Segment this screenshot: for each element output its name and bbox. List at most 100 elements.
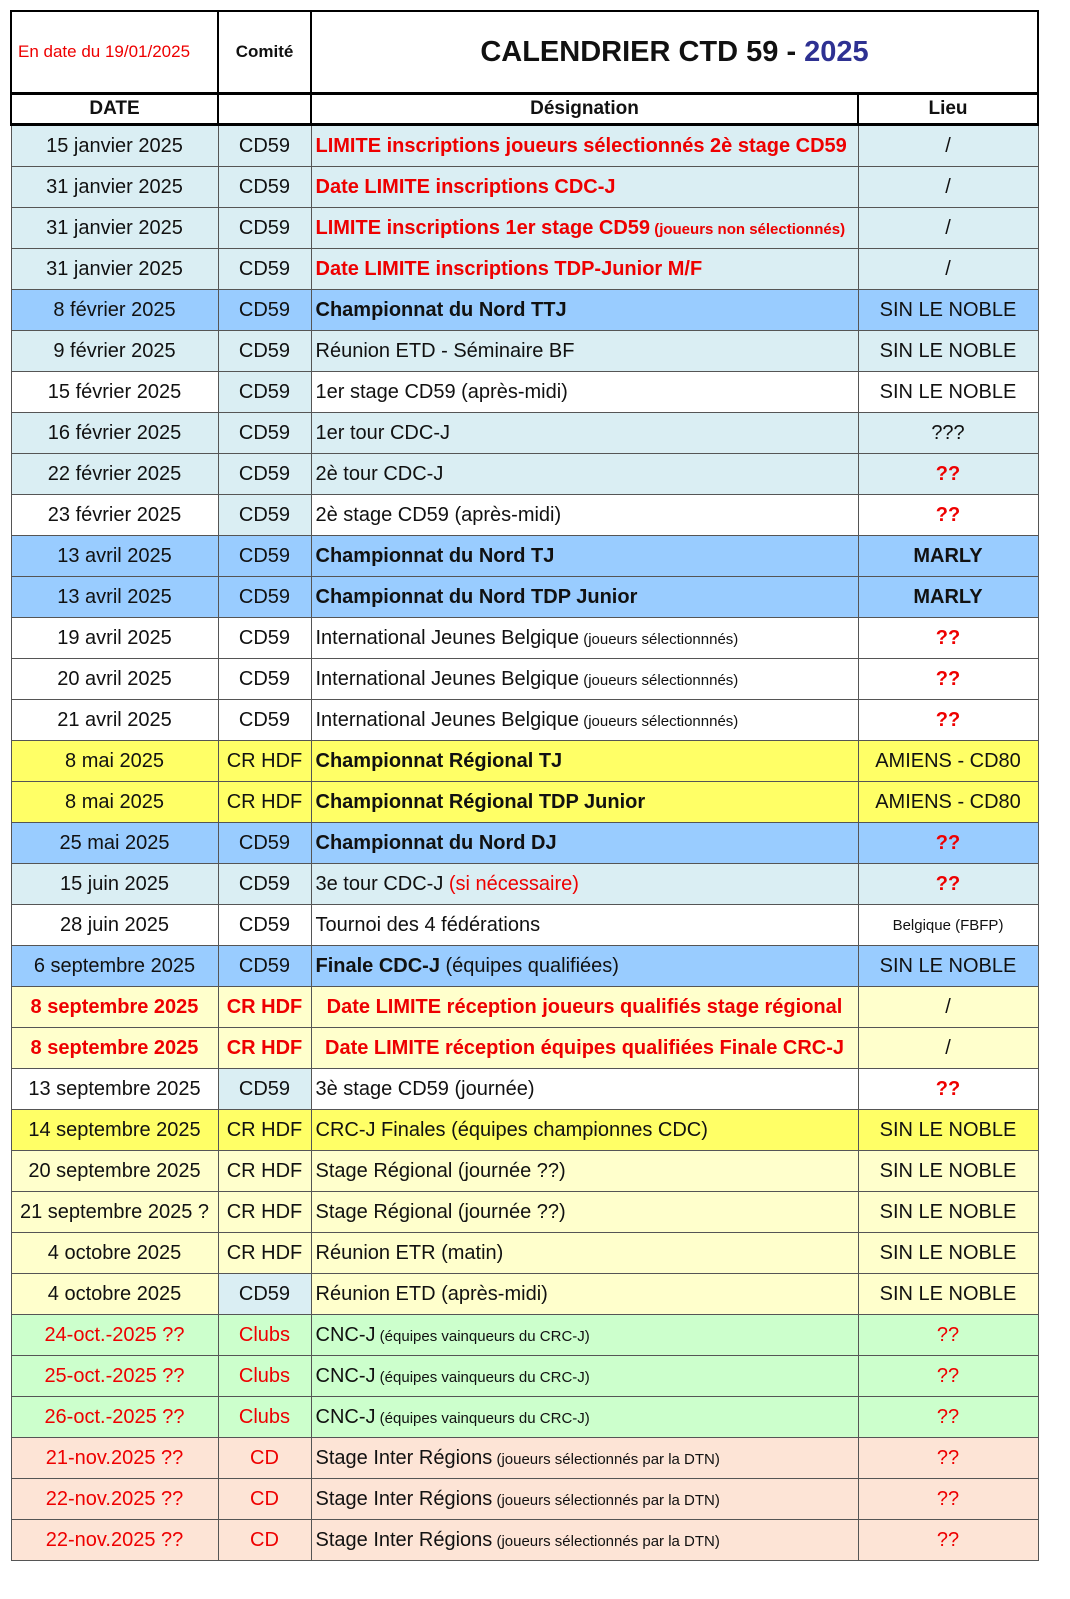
table-row: 21 septembre 2025 ? CR HDF Stage Régional … — [10, 1191, 1039, 1233]
lieu-cell: SIN LE NOBLE — [857, 1109, 1039, 1151]
designation-cell: Réunion ETD (après-midi) — [310, 1273, 859, 1315]
date-cell: 13 avril 2025 — [10, 535, 219, 577]
designation-cell: 3è stage CD59 (journée) — [310, 1068, 859, 1110]
comite-cell: CR HDF — [217, 1232, 312, 1274]
designation-text: LIMITE inscriptions joueurs sélectionnés… — [315, 134, 847, 157]
designation-cell: International Jeunes Belgique (joueurs s… — [310, 699, 859, 741]
comite-cell: Clubs — [217, 1396, 312, 1438]
designation-text: CRC-J Finales (équipes championnes CDC) — [315, 1118, 708, 1141]
lieu-cell: ?? — [857, 863, 1039, 905]
table-row: 8 mai 2025 CR HDF Championnat Régional TDP… — [10, 781, 1039, 823]
date-cell: 25-oct.-2025 ?? — [10, 1355, 219, 1397]
designation-cell: Réunion ETD - Séminaire BF — [310, 330, 859, 372]
comite-cell: CD59 — [217, 617, 312, 659]
designation-cell: Date LIMITE inscriptions CDC-J — [310, 166, 859, 208]
table-row: 15 février 2025 CD59 1er stage CD59 (après… — [10, 371, 1039, 413]
comite-cell: CR HDF — [217, 1109, 312, 1151]
comite-cell: CD — [217, 1519, 312, 1561]
date-cell: 13 avril 2025 — [10, 576, 219, 618]
table-row: 20 septembre 2025 CR HDF Stage Régional (j… — [10, 1150, 1039, 1192]
designation-text: International Jeunes Belgique — [315, 626, 580, 649]
date-cell: 6 septembre 2025 — [10, 945, 219, 987]
designation-text: CNC-J — [315, 1364, 376, 1387]
page-title: CALENDRIER CTD 59 - 2025 — [310, 10, 1039, 95]
date-cell: 4 octobre 2025 — [10, 1273, 219, 1315]
designation-text: Stage Régional (journée ??) — [315, 1200, 566, 1223]
designation-note: (joueurs sélectionnnés) — [579, 712, 739, 730]
date-cell: 22-nov.2025 ?? — [10, 1519, 219, 1561]
designation-text: Championnat du Nord DJ — [315, 831, 557, 854]
table-row: 20 avril 2025 CD59 International Jeunes Be… — [10, 658, 1039, 700]
designation-text: Championnat Régional TDP Junior — [315, 790, 646, 813]
lieu-cell: ?? — [857, 1437, 1039, 1479]
designation-cell: Date LIMITE réception joueurs qualifiés … — [310, 986, 859, 1028]
designation-text: Championnat du Nord TTJ — [315, 298, 567, 321]
lieu-cell: Belgique (FBFP) — [857, 904, 1039, 946]
designation-note: (équipes vainqueurs du CRC-J) — [375, 1327, 590, 1345]
date-cell: 22-nov.2025 ?? — [10, 1478, 219, 1520]
title-row: En date du 19/01/2025 Comité CALENDRIER … — [10, 10, 1039, 95]
table-row: 16 février 2025 CD59 1er tour CDC-J??? — [10, 412, 1039, 454]
designation-text: Réunion ETR (matin) — [315, 1241, 504, 1264]
designation-note: (équipes vainqueurs du CRC-J) — [375, 1368, 590, 1386]
lieu-cell: SIN LE NOBLE — [857, 330, 1039, 372]
designation-cell: Réunion ETR (matin) — [310, 1232, 859, 1274]
designation-cell: Championnat Régional TJ — [310, 740, 859, 782]
designation-text: Tournoi des 4 fédérations — [315, 913, 541, 936]
comite-cell: CD59 — [217, 945, 312, 987]
title-year: 2025 — [804, 35, 869, 68]
table-row: 9 février 2025 CD59 Réunion ETD - Séminair… — [10, 330, 1039, 372]
comite-cell: CD59 — [217, 453, 312, 495]
lieu-cell: SIN LE NOBLE — [857, 371, 1039, 413]
table-row: 19 avril 2025 CD59 International Jeunes Be… — [10, 617, 1039, 659]
comite-cell: CD59 — [217, 166, 312, 208]
lieu-cell: / — [857, 207, 1039, 249]
designation-cell: 1er stage CD59 (après-midi) — [310, 371, 859, 413]
lieu-cell: ?? — [857, 1519, 1039, 1561]
col-header-designation: Désignation — [310, 92, 859, 126]
table-row: 6 septembre 2025 CD59 Finale CDC-J (équipe… — [10, 945, 1039, 987]
lieu-cell: / — [857, 166, 1039, 208]
designation-note: (joueurs sélectionnnés) — [579, 630, 739, 648]
designation-note: (joueurs sélectionnés par la DTN) — [492, 1450, 720, 1468]
designation-text: Finale CDC-J — [315, 954, 440, 977]
comite-cell: Clubs — [217, 1355, 312, 1397]
table-row: 13 avril 2025 CD59 Championnat du Nord TDP… — [10, 576, 1039, 618]
designation-cell: LIMITE inscriptions joueurs sélectionnés… — [310, 124, 859, 167]
lieu-cell: SIN LE NOBLE — [857, 945, 1039, 987]
date-cell: 23 février 2025 — [10, 494, 219, 536]
designation-text: Date LIMITE inscriptions TDP-Junior M/F — [315, 257, 703, 280]
comite-cell: CD59 — [217, 289, 312, 331]
date-cell: 26-oct.-2025 ?? — [10, 1396, 219, 1438]
calendar-table: En date du 19/01/2025 Comité CALENDRIER … — [10, 10, 1039, 1561]
date-cell: 28 juin 2025 — [10, 904, 219, 946]
comite-cell: CD59 — [217, 207, 312, 249]
comite-cell: CD59 — [217, 576, 312, 618]
table-row: 23 février 2025 CD59 2è stage CD59 (après-… — [10, 494, 1039, 536]
comite-cell: CD59 — [217, 1068, 312, 1110]
lieu-cell: SIN LE NOBLE — [857, 1191, 1039, 1233]
lieu-cell: AMIENS - CD80 — [857, 781, 1039, 823]
table-row: 26-oct.-2025 ?? Clubs CNC-J (équipes vainq… — [10, 1396, 1039, 1438]
designation-cell: Finale CDC-J (équipes qualifiées) — [310, 945, 859, 987]
designation-cell: 1er tour CDC-J — [310, 412, 859, 454]
date-cell: 15 juin 2025 — [10, 863, 219, 905]
designation-note: (joueurs sélectionnnés) — [579, 671, 739, 689]
table-row: 31 janvier 2025 CD59 LIMITE inscriptions 1… — [10, 207, 1039, 249]
designation-text: 1er stage CD59 (après-midi) — [315, 380, 568, 403]
lieu-cell: ?? — [857, 658, 1039, 700]
designation-cell: Championnat du Nord DJ — [310, 822, 859, 864]
lieu-cell: ?? — [857, 1355, 1039, 1397]
date-cell: 19 avril 2025 — [10, 617, 219, 659]
designation-text: CNC-J — [315, 1323, 376, 1346]
designation-text: Championnat du Nord TDP Junior — [315, 585, 638, 608]
date-cell: 31 janvier 2025 — [10, 248, 219, 290]
comite-cell: CR HDF — [217, 1150, 312, 1192]
designation-cell: Championnat du Nord TJ — [310, 535, 859, 577]
table-row: 28 juin 2025 CD59 Tournoi des 4 fédération… — [10, 904, 1039, 946]
designation-cell: Date LIMITE inscriptions TDP-Junior M/F — [310, 248, 859, 290]
designation-note: (joueurs non sélectionnés) — [650, 220, 846, 238]
designation-note: (équipes vainqueurs du CRC-J) — [375, 1409, 590, 1427]
designation-cell: Stage Inter Régions (joueurs sélectionné… — [310, 1519, 859, 1561]
designation-note: (joueurs sélectionnés par la DTN) — [492, 1532, 720, 1550]
